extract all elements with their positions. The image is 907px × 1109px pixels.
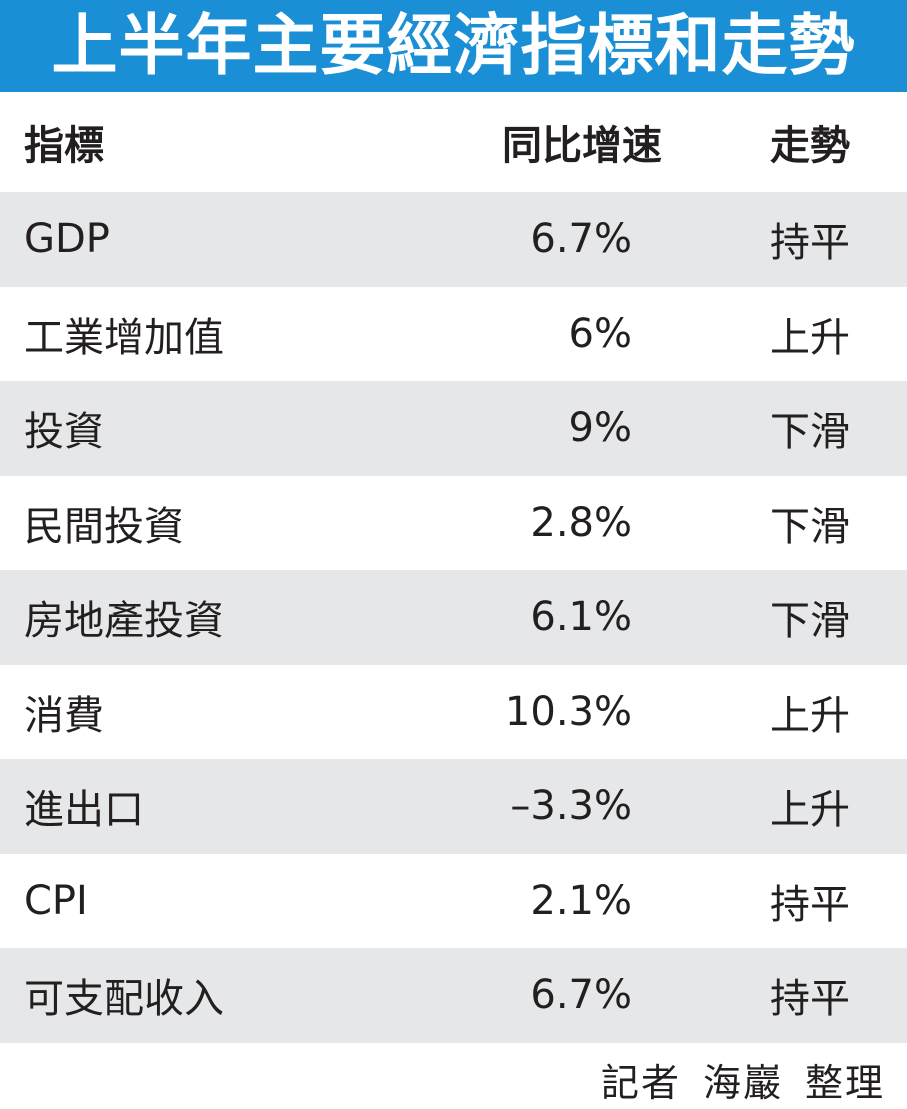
trend-cell: 上升 bbox=[770, 787, 850, 834]
indicator-cell: 投資 bbox=[24, 409, 104, 456]
table-body: GDP 6.7% 持平 工業增加值 6% 上升 投資 9% 下滑 民間投資 2.… bbox=[0, 192, 907, 1043]
trend-cell: 持平 bbox=[770, 220, 850, 267]
header-growth: 同比增速 bbox=[502, 123, 662, 169]
trend-cell: 持平 bbox=[770, 881, 850, 928]
trend-cell: 下滑 bbox=[770, 409, 850, 456]
growth-cell: 6.1% bbox=[530, 594, 632, 641]
indicator-cell: 工業增加值 bbox=[24, 314, 224, 361]
table-row: 消費 10.3% 上升 bbox=[0, 665, 907, 760]
table-row: 可支配收入 6.7% 持平 bbox=[0, 948, 907, 1043]
table-row: 民間投資 2.8% 下滑 bbox=[0, 476, 907, 571]
indicator-cell: 房地產投資 bbox=[24, 598, 224, 645]
growth-cell: –3.3% bbox=[510, 783, 632, 830]
growth-cell: 9% bbox=[568, 405, 632, 452]
table-row: 工業增加值 6% 上升 bbox=[0, 287, 907, 382]
table-row: CPI 2.1% 持平 bbox=[0, 854, 907, 949]
credit-role: 記者 bbox=[600, 1061, 681, 1105]
trend-cell: 上升 bbox=[770, 314, 850, 361]
indicator-cell: 進出口 bbox=[24, 787, 144, 834]
trend-cell: 下滑 bbox=[770, 503, 850, 550]
growth-cell: 2.8% bbox=[530, 499, 632, 546]
header-trend: 走勢 bbox=[770, 123, 850, 169]
trend-cell: 上升 bbox=[770, 692, 850, 739]
indicator-cell: 可支配收入 bbox=[24, 976, 224, 1023]
table-row: 投資 9% 下滑 bbox=[0, 381, 907, 476]
growth-cell: 10.3% bbox=[504, 688, 632, 735]
growth-cell: 2.1% bbox=[530, 877, 632, 924]
credit-line: 記者 海巖 整理 bbox=[601, 1052, 885, 1107]
page-title: 上半年主要經濟指標和走勢 bbox=[51, 7, 856, 84]
indicator-cell: CPI bbox=[24, 877, 88, 924]
table-row: 房地產投資 6.1% 下滑 bbox=[0, 570, 907, 665]
header-indicator: 指標 bbox=[24, 123, 104, 169]
growth-cell: 6.7% bbox=[530, 972, 632, 1019]
credit-action: 整理 bbox=[804, 1061, 885, 1105]
title-bar: 上半年主要經濟指標和走勢 bbox=[0, 0, 907, 92]
table-row: GDP 6.7% 持平 bbox=[0, 192, 907, 287]
trend-cell: 下滑 bbox=[770, 598, 850, 645]
indicator-cell: GDP bbox=[24, 216, 110, 263]
trend-cell: 持平 bbox=[770, 976, 850, 1023]
credit-name: 海巖 bbox=[702, 1061, 783, 1105]
indicator-cell: 民間投資 bbox=[24, 503, 184, 550]
indicator-cell: 消費 bbox=[24, 692, 104, 739]
table-header: 指標 同比增速 走勢 bbox=[0, 92, 907, 192]
growth-cell: 6.7% bbox=[530, 216, 632, 263]
table-row: 進出口 –3.3% 上升 bbox=[0, 759, 907, 854]
growth-cell: 6% bbox=[568, 310, 632, 357]
